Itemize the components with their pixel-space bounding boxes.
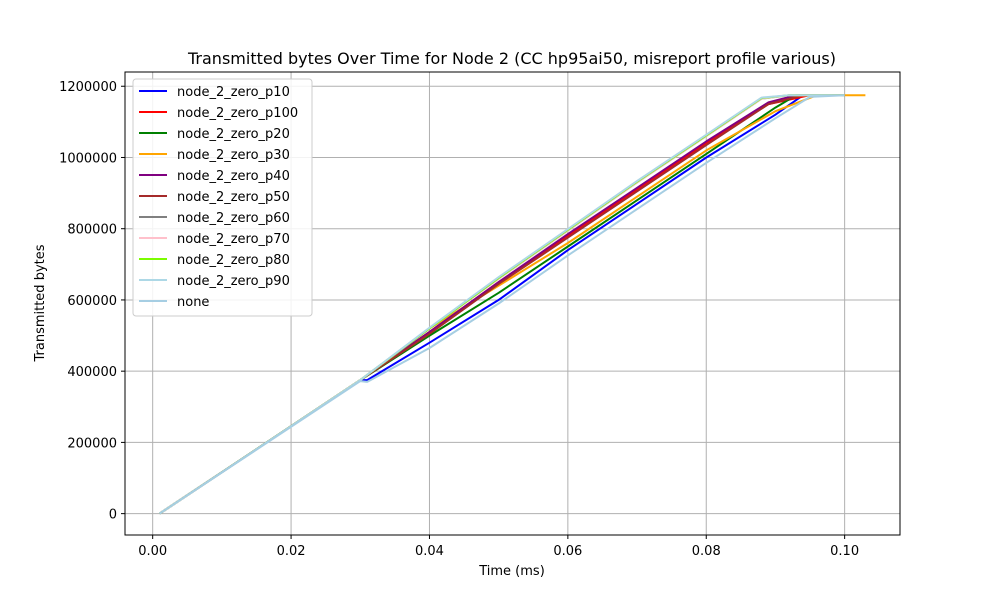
legend-label: node_2_zero_p30 xyxy=(177,148,290,163)
series-line-node_2_zero_p90 xyxy=(159,94,845,515)
y-tick-label: 800000 xyxy=(67,223,117,238)
legend-label: node_2_zero_p20 xyxy=(177,127,290,142)
y-tick-label: 600000 xyxy=(67,294,117,309)
y-axis-title: Transmitted bytes xyxy=(33,244,48,362)
legend-label: node_2_zero_p100 xyxy=(177,106,298,121)
legend-label: node_2_zero_p70 xyxy=(177,232,290,247)
y-axis-ticks: 0 200000 400000 600000 800000 1000000 1200000 xyxy=(59,80,125,523)
x-tick-label: 0.08 xyxy=(692,544,721,559)
legend-label: node_2_zero_p90 xyxy=(177,274,290,289)
legend-label: node_2_zero_p80 xyxy=(177,253,290,268)
y-tick-label: 200000 xyxy=(67,436,117,451)
legend-label: none xyxy=(177,295,209,310)
y-tick-label: 0 xyxy=(109,508,117,523)
legend-label: node_2_zero_p60 xyxy=(177,211,290,226)
x-tick-label: 0.10 xyxy=(830,544,859,559)
x-axis-title: Time (ms) xyxy=(478,564,545,579)
legend-label: node_2_zero_p10 xyxy=(177,85,290,100)
series-lines xyxy=(159,94,866,515)
x-tick-label: 0.02 xyxy=(277,544,306,559)
y-tick-label: 1000000 xyxy=(59,151,117,166)
x-tick-label: 0.04 xyxy=(415,544,444,559)
legend-box xyxy=(132,78,313,317)
x-tick-label: 0.00 xyxy=(138,544,167,559)
y-tick-label: 400000 xyxy=(67,365,117,380)
x-axis-ticks: 0.00 0.02 0.04 0.06 0.08 0.10 xyxy=(138,535,859,559)
legend: node_2_zero_p10 node_2_zero_p100 node_2_ze… xyxy=(132,78,313,317)
legend-label: node_2_zero_p40 xyxy=(177,169,290,184)
x-tick-label: 0.06 xyxy=(553,544,582,559)
y-tick-label: 1200000 xyxy=(59,80,117,95)
series-line-none xyxy=(159,94,845,515)
chart-title: Transmitted bytes Over Time for Node 2 (… xyxy=(187,49,836,68)
plot-frame xyxy=(124,71,901,536)
legend-label: node_2_zero_p50 xyxy=(177,190,290,205)
series-line-node_2_zero_p50 xyxy=(159,94,845,515)
